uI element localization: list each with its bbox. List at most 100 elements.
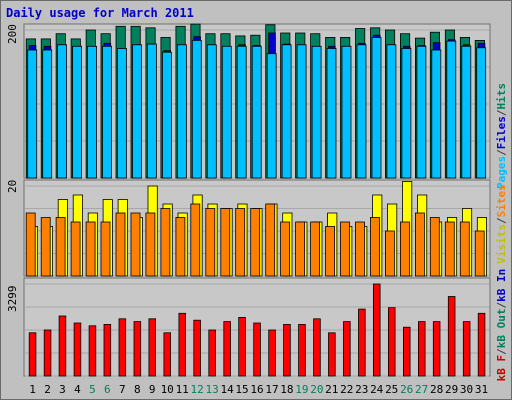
kb-f-bar-day-29 <box>447 296 456 377</box>
pages-bar-day-26 <box>401 48 412 179</box>
day-label-26: 26 <box>400 383 413 396</box>
sites-bar-day-3 <box>55 217 66 277</box>
legend-visits: Visits <box>495 224 508 264</box>
day-label-20: 20 <box>310 383 323 396</box>
day-label-29: 29 <box>445 383 458 396</box>
sites-bar-day-12 <box>190 203 201 277</box>
day-label-16: 16 <box>250 383 263 396</box>
sites-bar-day-5 <box>85 221 96 277</box>
day-label-8: 8 <box>134 383 141 396</box>
kb-f-bar-day-2 <box>43 329 52 377</box>
day-label-25: 25 <box>385 383 398 396</box>
pages-bar-day-24 <box>371 37 382 179</box>
pages-bar-day-7 <box>117 48 127 179</box>
day-label-10: 10 <box>161 383 174 396</box>
pages-bar-day-20 <box>311 45 322 179</box>
pages-bar-day-11 <box>176 44 187 179</box>
legend-kb-out: kB Out <box>495 308 508 348</box>
day-label-27: 27 <box>415 383 428 396</box>
legend-sites: Sites <box>495 184 508 217</box>
day-label-2: 2 <box>44 383 51 396</box>
sites-bar-day-23 <box>355 221 365 277</box>
pages-bar-day-6 <box>102 45 112 179</box>
bottom-ymax-label: 3299 <box>6 286 19 313</box>
kb-f-bar-day-28 <box>432 321 441 377</box>
kb-f-bar-day-15 <box>238 316 246 377</box>
kb-f-bar-day-12 <box>193 319 201 377</box>
pages-bar-day-13 <box>206 44 217 179</box>
sites-bar-day-27 <box>414 212 425 277</box>
pages-bar-day-12 <box>191 40 202 179</box>
sites-bar-day-28 <box>429 217 440 277</box>
sites-bar-day-20 <box>310 221 321 277</box>
middle-ymax-label: 20 <box>6 180 19 193</box>
legend-sep: / <box>495 149 508 156</box>
pages-bar-day-27 <box>416 45 427 179</box>
legend-hits: Hits <box>495 83 508 110</box>
day-label-28: 28 <box>430 383 443 396</box>
sites-bar-day-2 <box>40 217 51 277</box>
sites-bar-day-17 <box>265 203 276 277</box>
pages-bar-day-25 <box>386 44 397 179</box>
pages-bar-day-1 <box>27 49 38 179</box>
pages-bar-day-19 <box>296 44 307 179</box>
kb-f-bar-day-6 <box>103 323 112 377</box>
pages-bar-day-22 <box>341 45 352 179</box>
sites-bar-day-10 <box>160 208 171 277</box>
pages-bar-day-4 <box>72 45 82 179</box>
day-label-13: 13 <box>205 383 218 396</box>
kb-f-bar-day-14 <box>223 321 231 377</box>
pages-bar-day-14 <box>221 45 232 179</box>
day-label-3: 3 <box>59 383 66 396</box>
top-ymax-label: 200 <box>6 24 19 44</box>
kb-f-bar-day-16 <box>253 322 261 377</box>
day-label-24: 24 <box>370 383 384 396</box>
top-legend: Pages/Files/Hits <box>495 83 508 189</box>
day-label-31: 31 <box>475 383 488 396</box>
pages-bar-day-9 <box>146 43 157 179</box>
sites-bar-day-26 <box>399 221 410 277</box>
pages-bar-day-16 <box>251 45 262 179</box>
sites-bar-day-1 <box>25 212 36 277</box>
pages-bar-day-30 <box>461 45 472 179</box>
legend-sep: / <box>495 217 508 224</box>
kb-f-bar-day-18 <box>283 323 291 377</box>
legend-sep: / <box>495 348 508 355</box>
sites-bar-day-8 <box>130 212 141 277</box>
kb-f-bar-day-8 <box>133 321 142 377</box>
kb-f-bar-day-5 <box>88 325 97 377</box>
sites-bar-day-31 <box>474 230 485 277</box>
sites-bar-day-16 <box>250 208 261 277</box>
legend-kb-f: kB F <box>495 355 508 382</box>
sites-bar-day-30 <box>459 221 470 277</box>
kb-f-bar-day-26 <box>402 326 411 377</box>
pages-bar-day-17 <box>266 53 277 179</box>
sites-bar-day-21 <box>325 226 336 277</box>
kb-f-bar-day-4 <box>73 322 82 377</box>
kb-f-bar-day-3 <box>58 315 67 377</box>
kb-f-bar-day-25 <box>387 307 396 377</box>
day-label-11: 11 <box>176 383 189 396</box>
kb-f-bar-day-22 <box>343 321 351 377</box>
kb-f-bar-day-31 <box>477 312 486 377</box>
sites-bar-day-25 <box>384 230 395 277</box>
sites-bar-day-24 <box>370 217 380 277</box>
sites-bar-day-11 <box>175 217 186 277</box>
sites-bar-day-14 <box>220 208 231 277</box>
day-label-30: 30 <box>460 383 473 396</box>
kb-f-bar-day-19 <box>298 323 306 377</box>
day-label-7: 7 <box>119 383 126 396</box>
bottom-legend: kB F/kB Out/kB In <box>495 269 508 382</box>
kb-f-bar-day-21 <box>328 332 336 377</box>
kb-f-bar-day-7 <box>118 318 127 377</box>
pages-bar-day-29 <box>446 40 457 179</box>
sites-bar-day-29 <box>444 221 455 277</box>
day-label-14: 14 <box>220 383 234 396</box>
sites-bar-day-9 <box>145 212 156 277</box>
legend-pages: Pages <box>495 156 508 189</box>
pages-bar-day-8 <box>132 44 142 179</box>
day-label-19: 19 <box>295 383 308 396</box>
pages-bar-day-28 <box>431 49 442 179</box>
kb-f-bar-day-10 <box>163 332 171 377</box>
